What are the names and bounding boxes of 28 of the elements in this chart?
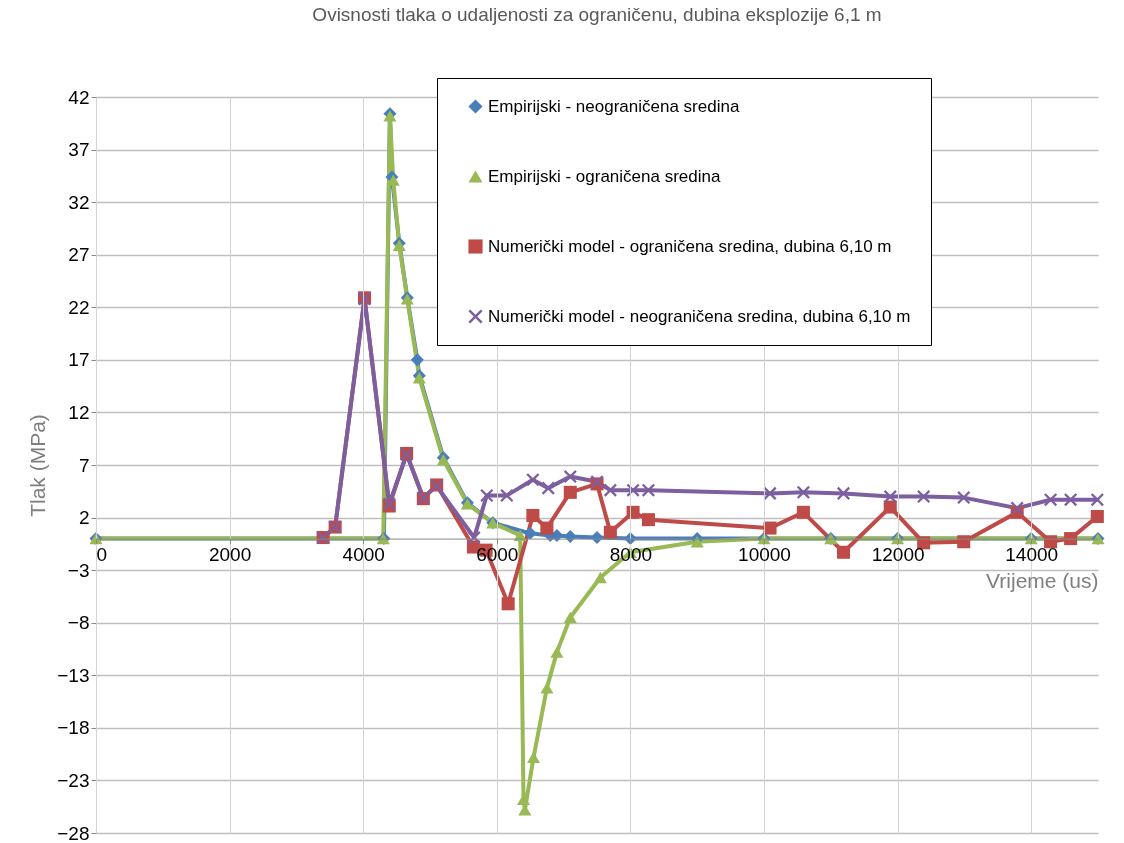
y-tick-label: −28: [57, 822, 90, 843]
y-tick-label: 27: [68, 244, 90, 266]
y-tick-label: 42: [68, 86, 90, 108]
y-tick-label: −23: [57, 769, 90, 791]
y-tick-label: 17: [68, 349, 90, 371]
legend-label: Empirijski - ograničena sredina: [488, 166, 721, 186]
y-axis-title: Tlak (MPa): [26, 414, 50, 517]
y-tick-label: −8: [67, 612, 90, 634]
x-tick-label: 2000: [208, 544, 252, 566]
legend-label: Empirijski - neograničena sredina: [488, 96, 740, 116]
y-tick-label: 12: [68, 401, 90, 423]
x-tick-label: 0: [96, 544, 108, 566]
x-tick-label: 14000: [1005, 544, 1059, 566]
y-tick-label: 7: [78, 454, 90, 476]
x-tick-label: 12000: [871, 544, 925, 566]
y-tick-label: 37: [68, 139, 90, 161]
y-tick-label: −18: [57, 717, 90, 739]
legend-label: Numerički model - neograničena sredina, dubina 6,10 m: [488, 306, 911, 326]
x-tick-label: 10000: [738, 544, 791, 566]
y-tick-label: −3: [67, 559, 90, 581]
legend-label: Numerički model - ograničena sredina, dubina 6,10 m: [488, 236, 892, 256]
y-tick-label: 32: [68, 191, 90, 213]
x-axis-title: Vrijeme (us): [986, 569, 1099, 593]
y-tick-label: 2: [78, 507, 90, 529]
x-tick-label: 4000: [342, 544, 385, 566]
y-tick-label: −13: [57, 664, 90, 686]
y-tick-label: 22: [68, 296, 90, 318]
chart-title: Ovisnosti tlaka o udaljenosti za ograničenu, dubina eksplozije 6,1 m: [312, 3, 882, 25]
